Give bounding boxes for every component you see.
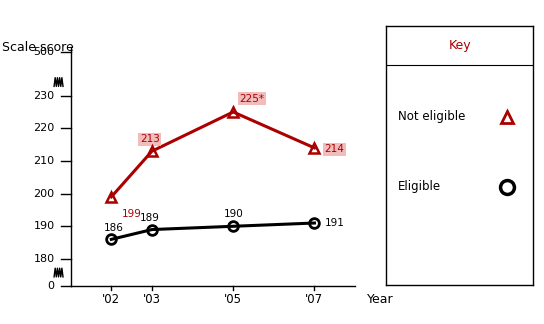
- Text: '05: '05: [224, 293, 242, 306]
- Text: 0: 0: [47, 281, 54, 291]
- Text: Eligible: Eligible: [398, 180, 441, 193]
- Text: '02: '02: [102, 293, 120, 306]
- Text: 213: 213: [140, 134, 160, 145]
- Text: 190: 190: [224, 209, 243, 219]
- Text: 189: 189: [140, 213, 160, 223]
- Text: 220: 220: [33, 123, 54, 133]
- Text: 190: 190: [33, 221, 54, 231]
- Text: 210: 210: [33, 156, 54, 166]
- Text: 500: 500: [34, 47, 54, 57]
- Text: Key: Key: [448, 39, 471, 52]
- Text: 199: 199: [121, 209, 141, 219]
- Text: '03: '03: [143, 293, 161, 306]
- Text: 225*: 225*: [239, 94, 264, 104]
- Text: Not eligible: Not eligible: [398, 110, 465, 123]
- Text: 230: 230: [33, 91, 54, 101]
- Text: 180: 180: [33, 254, 54, 264]
- Text: 214: 214: [325, 144, 344, 154]
- Text: '07: '07: [305, 293, 324, 306]
- Text: 200: 200: [33, 189, 54, 199]
- Text: 191: 191: [325, 218, 344, 228]
- Text: Year: Year: [367, 293, 394, 306]
- Text: Scale score: Scale score: [2, 41, 73, 54]
- Text: 186: 186: [103, 223, 123, 233]
